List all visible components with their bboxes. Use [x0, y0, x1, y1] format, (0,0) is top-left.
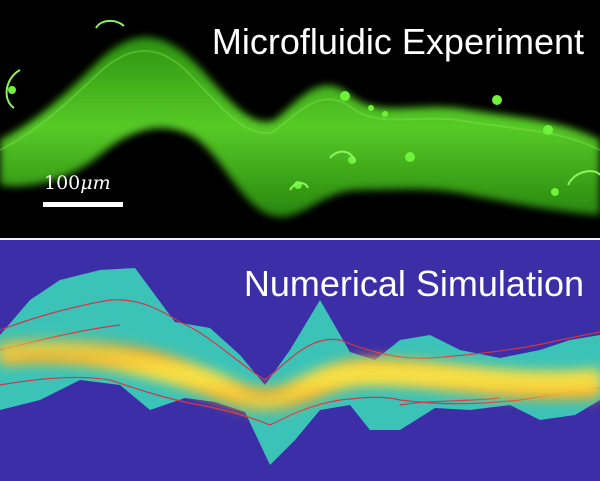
simulated-channel [0, 268, 600, 465]
panel-divider [0, 238, 600, 240]
simulated-core-stream [0, 333, 600, 418]
scale-bar-number: 100 [44, 172, 81, 194]
scale-bar-unit: μm [80, 172, 111, 194]
experiment-image [0, 20, 600, 217]
simulation-title: Numerical Simulation [243, 263, 584, 304]
experiment-title: Microfluidic Experiment [211, 21, 584, 62]
scale-bar-label: 100μm [44, 172, 111, 194]
experiment-panel: Microfluidic Experiment 100μm [0, 0, 600, 238]
simulation-image [0, 268, 600, 465]
simulation-panel: Numerical Simulation [0, 240, 600, 481]
scale-bar [43, 202, 123, 207]
bubble-outlines [5, 20, 600, 191]
fluorescent-channel [0, 37, 600, 217]
